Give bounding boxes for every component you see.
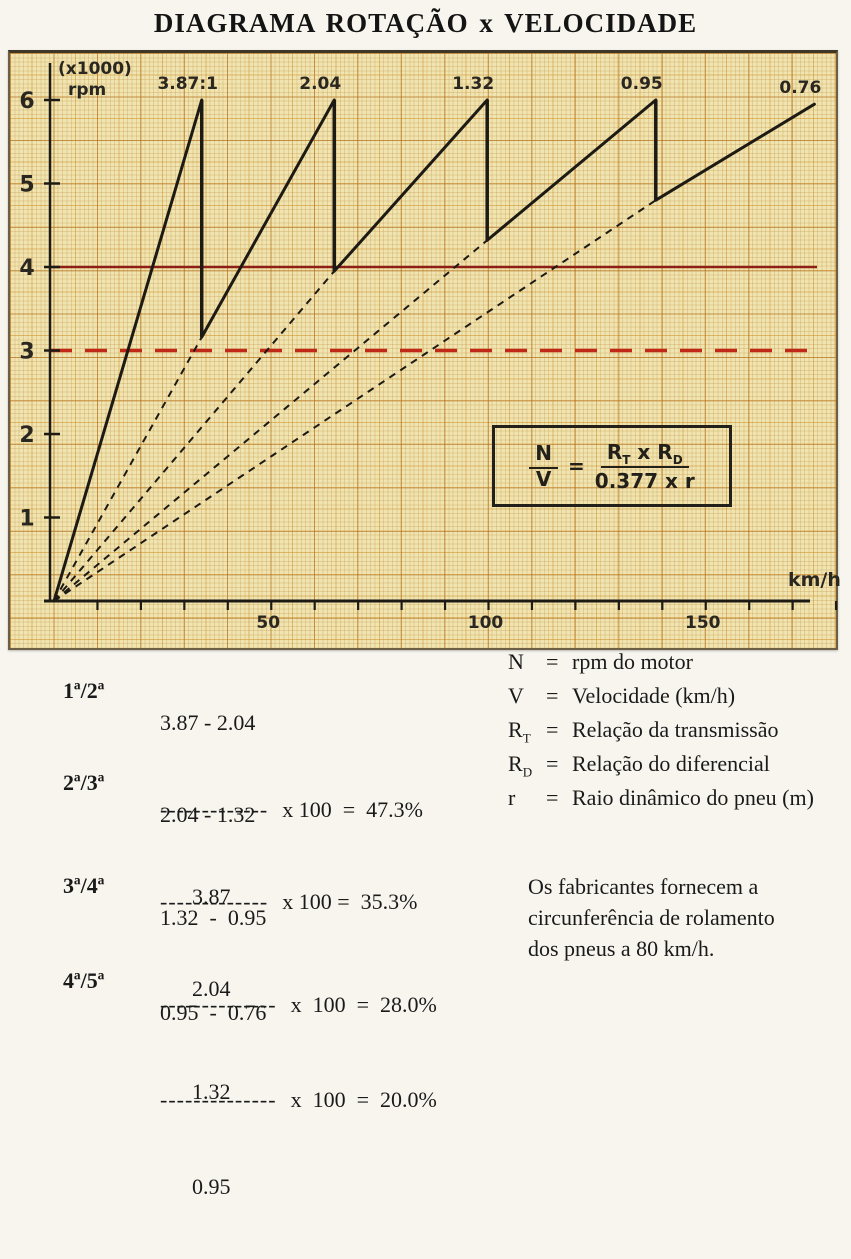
legend-description: Velocidade (km/h) (572, 682, 736, 708)
legend-description: rpm do motor (572, 649, 693, 674)
gear-line-2.04 (200, 98, 336, 339)
y-tick-label: 3 (19, 340, 34, 365)
gear-ratio-label: 1.32 (452, 74, 494, 94)
note-line: Os fabricantes fornecem a (528, 874, 759, 899)
gear-ratio-label: 0.95 (621, 74, 663, 94)
legend-row-r: r = Raio dinâmico do pneu (m) (508, 785, 814, 819)
legend-row-n: N = rpm do motor (508, 649, 814, 683)
formula-rt: R (606, 439, 623, 464)
step-numerator: 3.87 - 2.04 (160, 710, 256, 735)
legend-symbol: RD (508, 750, 533, 780)
page-title: DIAGRAMA ROTAÇÃO x VELOCIDADE (153, 8, 698, 38)
y-tick-label: 6 (19, 89, 34, 114)
step-denominator: 2.04 (192, 976, 231, 1001)
formula-box: N V = RT x RD 0.377 x r (492, 425, 732, 507)
legend-symbol: r (508, 784, 516, 810)
x-axis-label: km/h (788, 569, 841, 591)
step-fraction: 3.87 - 2.04 ------------- x 100 = 47.3% 3… (160, 650, 423, 969)
x-tick-label: 150 (685, 613, 721, 633)
legend-equals: = (546, 784, 559, 810)
step-numerator: 2.04 - 1.32 (160, 802, 256, 827)
legend-symbol: N (508, 649, 524, 674)
gear-ray-0.76 (53, 199, 657, 602)
gear-line-0.76 (654, 102, 816, 202)
step-numerator: 1.32 - 0.95 (160, 905, 267, 930)
y-tick-label: 1 (19, 507, 34, 532)
formula-equals: = (568, 454, 585, 478)
gear-ray-1.32 (53, 270, 336, 602)
step-bar-line: -------------- x 100 = 20.0% (160, 1085, 437, 1114)
note-line: dos pneus a 80 km/h. (528, 936, 715, 961)
step-denominator: 0.95 (192, 1174, 231, 1199)
formula-rd-sub: D (672, 452, 683, 467)
step-label: 4ª/5ª (63, 968, 105, 993)
step-label: 1ª/2ª (63, 678, 105, 703)
step-label: 3ª/4ª (63, 873, 105, 898)
gear-line-0.95 (485, 98, 658, 242)
chart-canvas: 3.87:1 2.04 1.32 0.95 0.76 1 2 3 4 5 6 50 100 150 (19, 63, 838, 633)
gear-line-1.32 (332, 98, 489, 273)
legend-row-rt: RT = Relação da transmissão (508, 717, 814, 751)
step-bar-line: ------------- x 100 = 35.3% (160, 887, 417, 916)
formula-lhs-numerator: N (529, 441, 559, 469)
step-fraction: 0.95 - 0.76 -------------- x 100 = 20.0% … (160, 940, 437, 1259)
step-numerator: 0.95 - 0.76 (160, 1000, 267, 1025)
y-axis-label-unit: rpm (68, 80, 107, 100)
x-tick-label: 50 (256, 613, 280, 633)
legend-description: Raio dinâmico do pneu (m) (572, 784, 814, 810)
legend-equals: = (546, 716, 559, 742)
note-line: circunferência de rolamento (528, 905, 775, 930)
step-label: 2ª/3ª (63, 770, 105, 795)
graph-paper: 3.87:1 2.04 1.32 0.95 0.76 1 2 3 4 5 6 50 100 150 (x1… (8, 50, 841, 650)
step-bar-line: -------------- x 100 = 28.0% (160, 990, 437, 1019)
step-expression: x 100 = 35.3% (282, 889, 418, 914)
gear-ratio-label: 3.87:1 (157, 74, 218, 94)
legend-equals: = (546, 750, 559, 776)
legend-row-v: V = Velocidade (km/h) (508, 683, 814, 717)
step-bar-line: ------------- x 100 = 47.3% (160, 795, 423, 824)
note-block: Os fabricantes fornecem a circunferência… (528, 871, 775, 964)
formula-times: x (637, 439, 651, 464)
y-axis-label-scale: (x1000) (58, 59, 132, 79)
y-axis-label: (x1000) rpm (58, 59, 132, 101)
formula-rhs-fraction: RT x RD 0.377 x r (594, 439, 695, 493)
gear-ray-0.95 (53, 239, 488, 602)
legend-equals: = (546, 682, 559, 708)
step-expression: x 100 = 28.0% (290, 992, 437, 1017)
gear-line-3.87:1 (52, 98, 204, 603)
gear-ratio-label: 2.04 (299, 74, 341, 94)
formula-rhs-denominator: 0.377 x r (594, 468, 695, 493)
x-tick-label: 100 (468, 613, 504, 633)
legend-description: Relação da transmissão (572, 716, 779, 742)
formula-rhs-numerator: RT x RD (600, 439, 689, 468)
legend-symbol: V (508, 682, 524, 708)
fraction-bar: ------------- (160, 889, 269, 914)
fraction-bar: -------------- (160, 992, 277, 1017)
y-tick-label: 4 (19, 256, 34, 281)
formula-rt-sub: T (622, 452, 631, 467)
fraction-bar: ------------- (160, 797, 269, 822)
y-tick-label: 5 (19, 173, 34, 198)
legend-symbol: RT (508, 716, 531, 746)
step-fraction: 1.32 - 0.95 -------------- x 100 = 28.0% … (160, 845, 437, 1164)
legend-block: N = rpm do motor V = Velocidade (km/h) R… (508, 649, 814, 818)
legend-description: Relação do diferencial (572, 750, 770, 776)
formula-lhs-fraction: N V (529, 441, 559, 491)
legend-row-rd: RD = Relação do diferencial (508, 751, 814, 785)
y-tick-label: 2 (19, 423, 34, 448)
gear-ratio-label: 0.76 (779, 78, 821, 98)
formula-lhs-denominator: V (535, 467, 552, 491)
legend-equals: = (546, 649, 559, 674)
step-expression: x 100 = 47.3% (282, 797, 423, 822)
gear-ray-2.04 (53, 336, 203, 602)
step-expression: x 100 = 20.0% (290, 1087, 437, 1112)
fraction-bar: -------------- (160, 1087, 277, 1112)
step-denominator: 3.87 (192, 884, 231, 909)
scanned-page: DIAGRAMA ROTAÇÃO x VELOCIDADE 3.87:1 2.04… (8, 8, 841, 1199)
step-fraction: 2.04 - 1.32 ------------- x 100 = 35.3% 2… (160, 742, 417, 1061)
formula-rd: R (657, 439, 673, 464)
